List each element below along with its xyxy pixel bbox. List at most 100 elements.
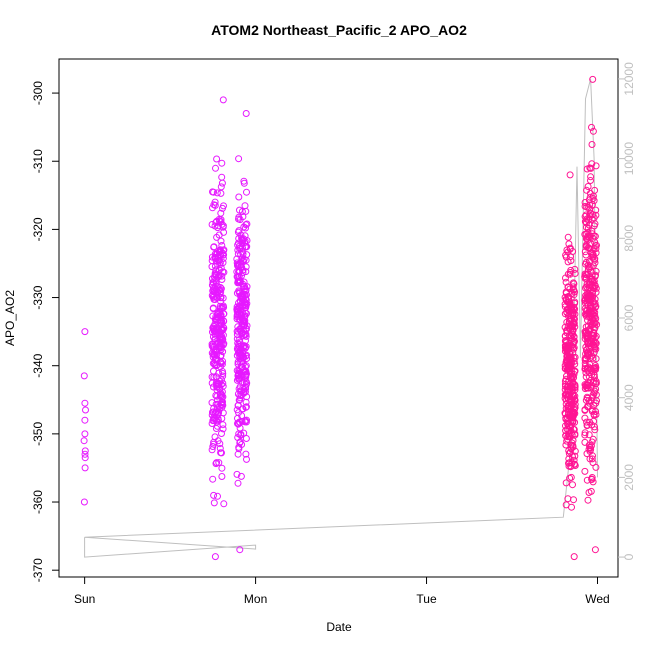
data-point: [562, 432, 570, 440]
data-point: [212, 164, 219, 172]
y-tick-label: -350: [31, 422, 45, 446]
data-point: [569, 413, 577, 421]
x-tick-label: Tue: [416, 592, 437, 606]
data-point: [589, 192, 597, 200]
data-point: [564, 418, 572, 425]
data-point: [583, 384, 591, 391]
data-point: [592, 339, 600, 347]
data-point: [584, 261, 592, 269]
data-point: [80, 437, 88, 445]
y-tick-label: -320: [31, 217, 45, 241]
data-point: [591, 220, 599, 228]
data-point: [589, 75, 597, 83]
data-point: [235, 375, 243, 383]
data-point: [209, 408, 216, 416]
data-point: [566, 315, 574, 323]
data-point: [593, 241, 600, 249]
data-point: [570, 333, 578, 341]
data-point: [236, 373, 244, 381]
data-point: [237, 345, 245, 352]
data-point: [242, 367, 250, 375]
data-point: [239, 293, 247, 301]
data-point: [209, 188, 216, 196]
data-point: [562, 278, 570, 286]
x-axis-label: Date: [326, 620, 352, 634]
data-point: [209, 443, 217, 450]
y-tick-label: -300: [31, 81, 45, 105]
data-point: [589, 250, 596, 258]
data-point: [81, 454, 89, 462]
data-point: [569, 481, 576, 489]
data-point: [211, 315, 219, 323]
data-point: [581, 329, 589, 337]
data-point: [567, 364, 575, 372]
data-point: [235, 193, 243, 201]
data-point: [213, 189, 221, 197]
data-point: [240, 177, 248, 185]
data-point: [581, 406, 589, 414]
data-point: [217, 189, 225, 197]
y-tick-label: -310: [31, 149, 45, 173]
data-point: [584, 228, 592, 236]
data-point: [212, 328, 220, 336]
data-point: [566, 380, 574, 388]
data-point: [235, 155, 243, 163]
data-point: [218, 430, 225, 437]
data-point: [567, 462, 575, 470]
data-point: [587, 209, 594, 217]
data-point: [217, 338, 225, 346]
data-point: [571, 270, 579, 277]
data-point: [568, 365, 576, 373]
data-point: [583, 186, 591, 194]
data-point: [581, 467, 589, 475]
data-point: [564, 248, 572, 256]
data-point: [571, 315, 578, 323]
x-tick-label: Sun: [74, 592, 95, 606]
data-point: [234, 241, 242, 249]
data-point: [214, 289, 222, 296]
data-point: [591, 546, 599, 554]
data-point: [217, 343, 224, 351]
plot-frame: [58, 58, 619, 578]
data-point: [565, 240, 573, 248]
data-point: [217, 183, 225, 191]
data-point: [241, 321, 249, 329]
data-point: [241, 344, 249, 352]
data-point: [565, 331, 573, 339]
data-point: [217, 449, 225, 457]
data-point: [562, 410, 569, 418]
data-point: [219, 379, 227, 387]
data-point: [591, 324, 599, 332]
data-point: [234, 262, 241, 270]
data-point: [564, 293, 572, 301]
data-point: [588, 455, 596, 463]
data-point: [233, 470, 241, 478]
data-point: [586, 294, 594, 302]
data-point: [564, 352, 572, 360]
data-point: [567, 257, 575, 265]
data-point: [585, 431, 593, 439]
data-point: [81, 416, 89, 424]
data-point: [569, 410, 577, 418]
data-point: [571, 353, 579, 361]
data-point: [569, 283, 577, 291]
data-point: [588, 438, 596, 446]
data-point: [81, 464, 89, 472]
data-point: [584, 183, 592, 190]
data-point: [239, 309, 247, 317]
data-point: [581, 213, 589, 220]
data-point: [587, 249, 595, 257]
data-point: [214, 492, 221, 500]
data-point: [235, 303, 243, 311]
data-point: [584, 342, 592, 350]
data-point: [215, 257, 223, 265]
data-point: [584, 316, 591, 324]
data-point: [80, 372, 88, 380]
data-point: [220, 251, 228, 259]
data-point: [238, 240, 246, 247]
data-point: [240, 223, 248, 231]
data-point: [590, 401, 598, 409]
data-point: [563, 372, 570, 380]
data-point: [209, 475, 217, 483]
data-point: [233, 406, 241, 414]
